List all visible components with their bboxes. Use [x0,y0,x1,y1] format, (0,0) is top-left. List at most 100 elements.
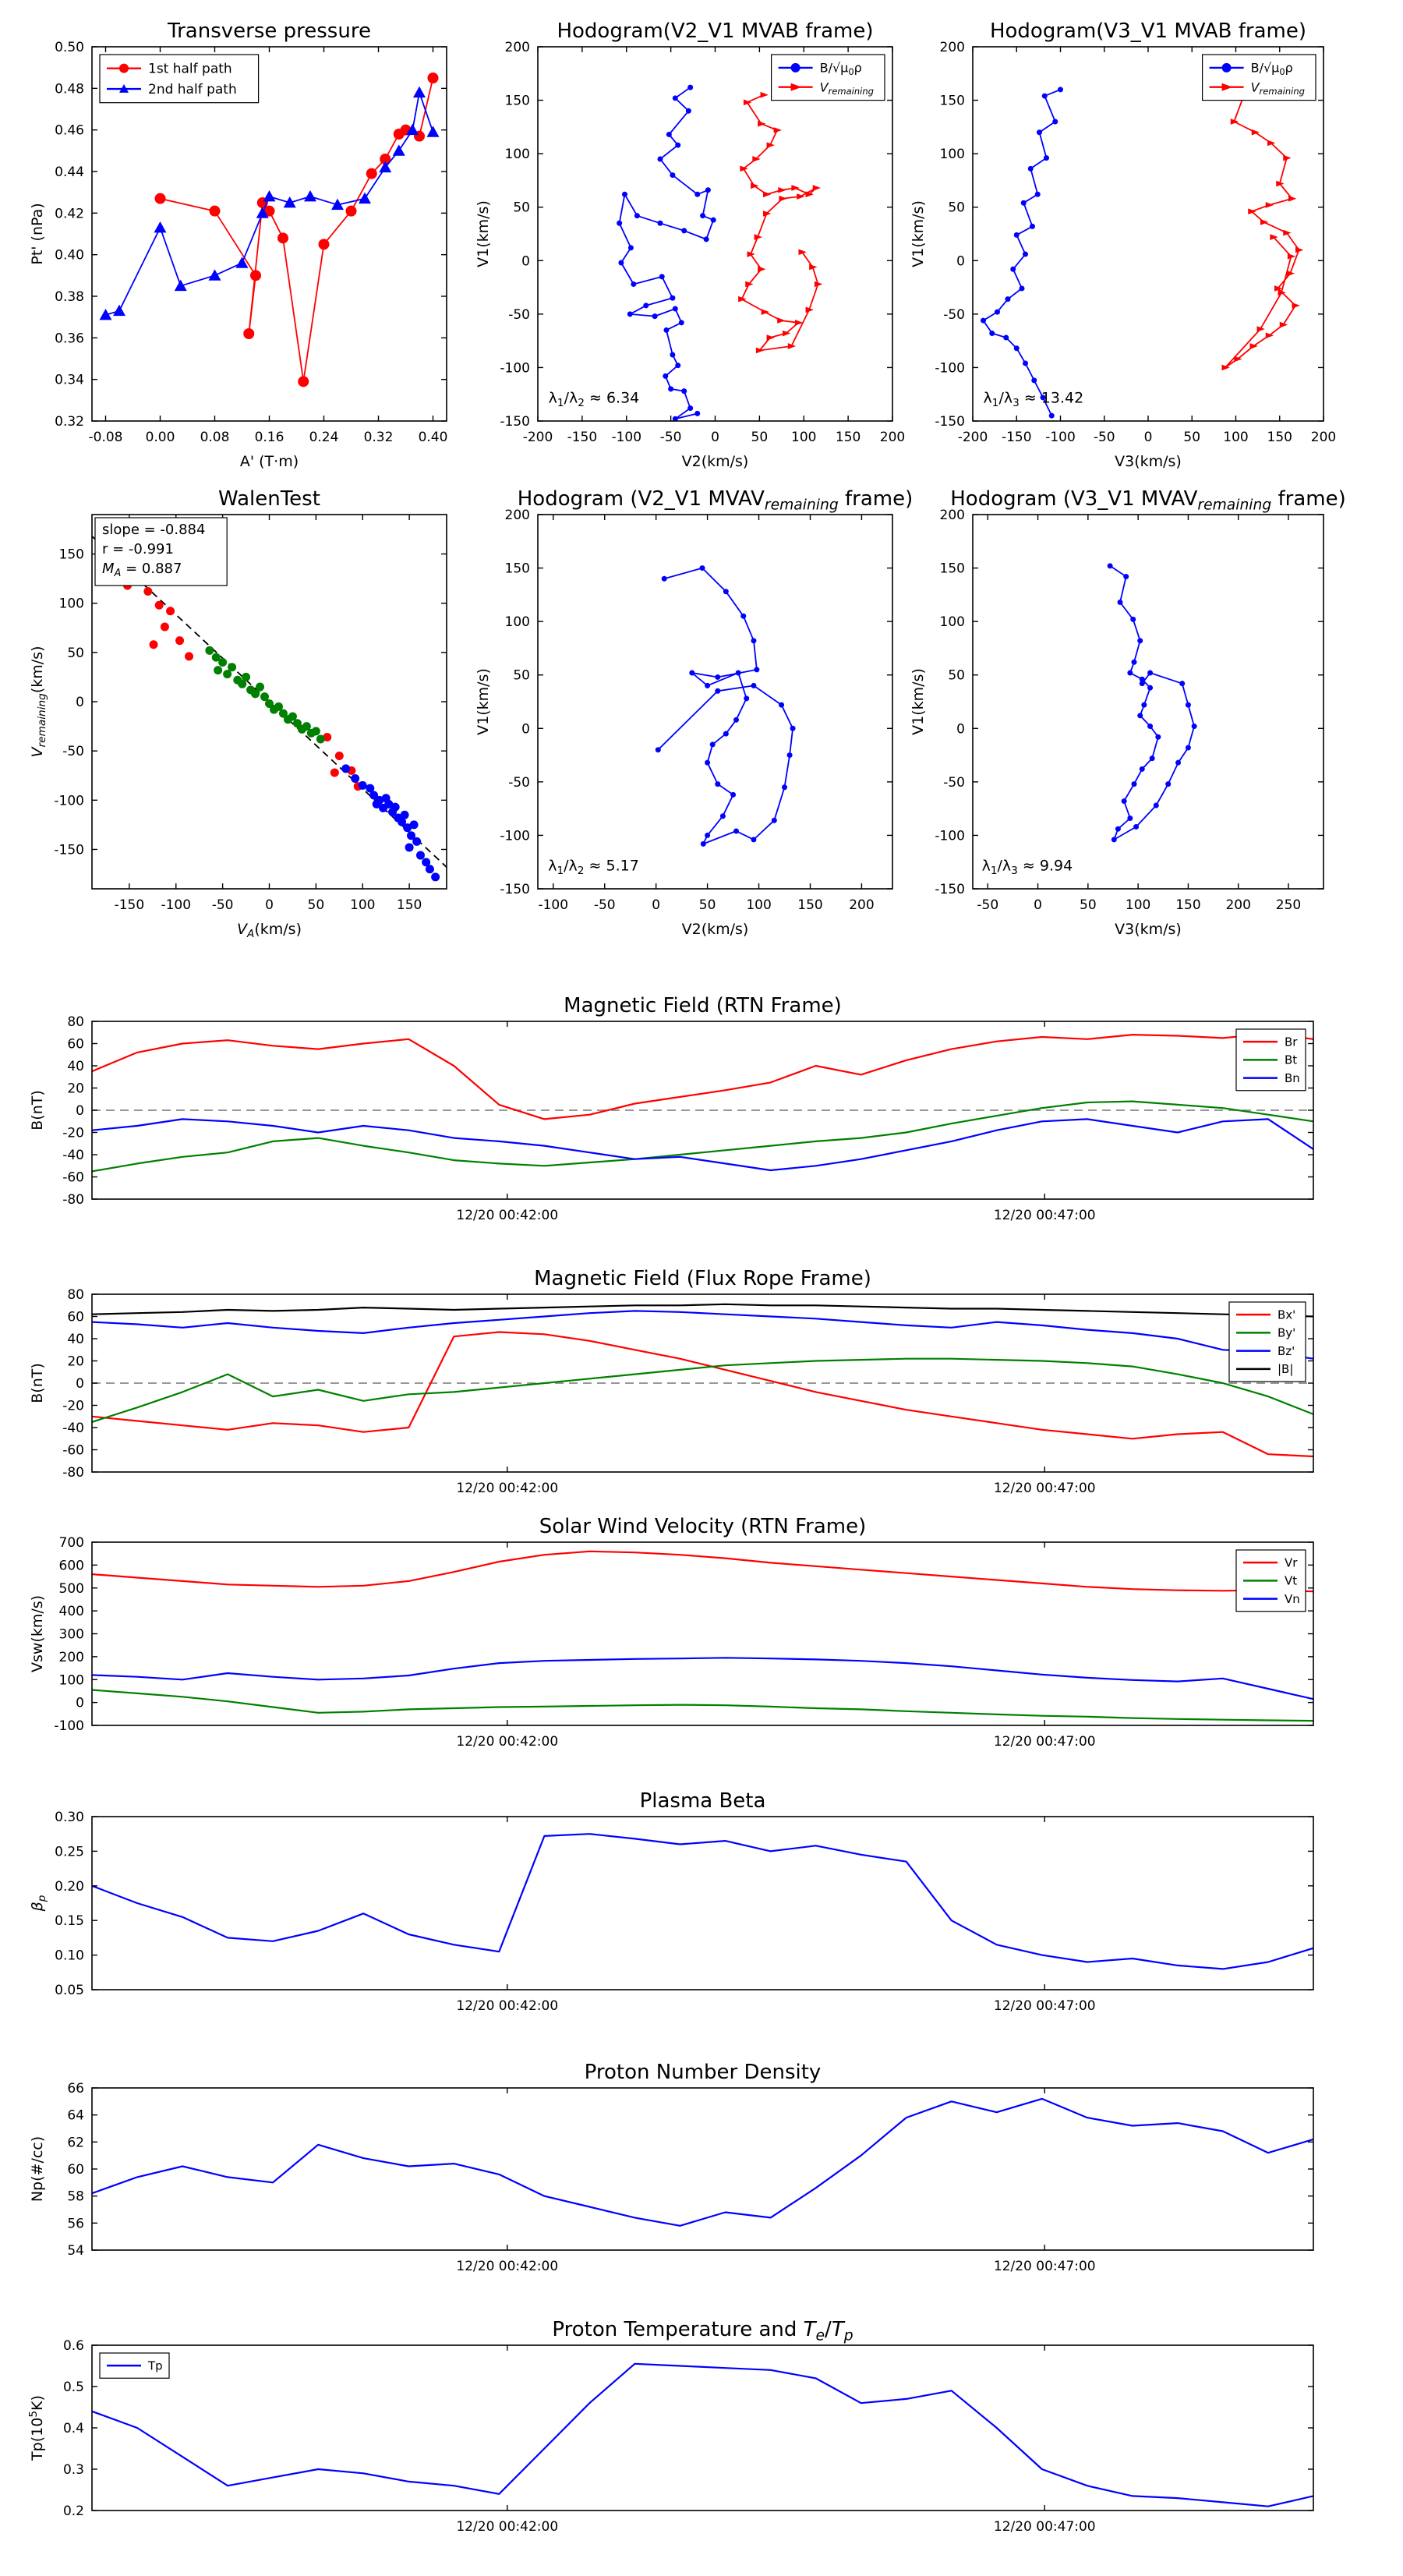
panel-hodogram-v2v1-mvav: -100 -50 0 50 100 150 200 -150 -100 -50 0 50 100 150 2… [475,487,913,938]
hodogram-v3v1-mvab-ticks: -200 -150 -100 -50 0 50 100 150 200-150-100-5005… [935,40,1336,445]
hodogram-v3v1-mvab-xtick-label: 200 [1311,430,1336,445]
hodogram-v2v1-mvab-xtick-label: 200 [880,430,905,445]
hodogram-v3v1-mvab-ytick-label: -50 [943,307,965,323]
hodogram-v2v1-mvav-series-V-path [655,565,796,847]
proton-temperature-title: Proton Temperature and Te/Tp [552,2318,853,2344]
magnetic-field-rtn-ytick-label: -20 [62,1126,84,1141]
hodogram-v2v1-mvab-ytick-label: 0 [521,253,530,269]
magnetic-field-flux-rope-legend: Bx' By' Bz' |B| [1228,1301,1306,1382]
hodogram-v3v1-mvab-xtick-label: -100 [1045,430,1076,445]
walen-test-xtick-label: -150 [115,897,145,913]
magnetic-field-flux-rope-ytick-label: -20 [62,1399,84,1414]
hodogram-v2v1-mvav-title: Hodogram (V2_V1 MVAVremaining frame) [518,487,914,514]
magnetic-field-flux-rope-ticks: 12/20 00:42:00 12/20 00:47:00 -80 -60 -40 -20… [62,1287,1313,1496]
legend-label: 2nd half path [148,82,237,97]
transverse-pressure-ytick-label: 0.40 [55,248,84,264]
magnetic-field-rtn-ytick-label: -40 [62,1148,84,1163]
transverse-pressure-series-2nd-half-path [99,86,440,320]
plasma-beta-ytick-label: 0.15 [55,1913,84,1929]
magnetic-field-flux-rope-ytick-label: 20 [67,1354,84,1370]
magnetic-field-rtn-ytick-label: -80 [62,1192,84,1208]
proton-number-density-title: Proton Number Density [585,2061,822,2084]
panel-hodogram-v3v1-mvab: -200 -150 -100 -50 0 50 100 150 200-150-100-5005… [910,19,1336,470]
magnetic-field-rtn-title: Magnetic Field (RTN Frame) [564,994,842,1017]
magnetic-field-flux-rope-ytick-label: 40 [67,1332,84,1347]
proton-temperature-ytick-label: 0.5 [63,2380,84,2395]
walen-test-xtick-label: 150 [397,897,422,913]
magnetic-field-flux-rope-series-B-magnitude [92,1303,1313,1318]
legend-label: Vn [1285,1592,1300,1606]
plasma-beta-xtick-label: 12/20 00:42:00 [456,1998,558,2014]
legend-label: Br [1285,1035,1298,1049]
magnetic-field-flux-rope-title: Magnetic Field (Flux Rope Frame) [534,1267,871,1290]
proton-number-density-ytick-label: 66 [67,2081,84,2097]
transverse-pressure-ticks: -0.08 0.00 0.08 0.16 0.24 0.32 0.40 0.32 0.34 0.3… [55,40,447,445]
hodogram-v2v1-mvab-ytick-label: 50 [513,200,530,216]
proton-number-density-frame [91,2087,1314,2251]
walen-test-xtick-label: 0 [265,897,274,913]
transverse-pressure-xtick-label: -0.08 [89,430,123,445]
legend-label: |B| [1278,1362,1293,1376]
hodogram-v2v1-mvav-ytick-label: 0 [521,721,530,737]
walen-test-stats-line: r = -0.991 [102,541,174,557]
proton-temperature-xtick-label: 12/20 00:47:00 [994,2519,1096,2535]
hodogram-v2v1-mvab-annotation: λ1/λ2 ≈ 6.34 [549,390,640,409]
hodogram-v3v1-mvab-legend: B/√μ0ρ Vremaining [1201,54,1316,101]
hodogram-v2v1-mvab-xtick-label: 50 [751,430,769,445]
legend-label: Bn [1285,1071,1300,1085]
legend-label: Vremaining [820,80,874,97]
hodogram-v2v1-mvab-xtick-label: -50 [660,430,682,445]
transverse-pressure-xtick-label: 0.24 [309,430,339,445]
hodogram-v3v1-mvab-xtick-label: -50 [1094,430,1115,445]
walen-test-series-last-segment [341,764,440,882]
proton-number-density-ylabel: Np(#/cc) [29,2136,46,2202]
solar-wind-velocity-ticks: 12/20 00:42:00 12/20 00:47:00 -100 0 100 200 3… [54,1535,1313,1750]
plasma-beta-ytick-label: 0.05 [55,1983,84,1998]
plasma-beta-ylabel: βp [29,1895,48,1912]
walen-test-stats-box [94,517,228,586]
magnetic-field-rtn-ticks: 12/20 00:42:00 12/20 00:47:00 -80 -60 -40 -20… [62,1014,1313,1223]
legend-label: Bx' [1278,1307,1295,1322]
hodogram-v2v1-mvab-frame [537,46,893,422]
hodogram-v3v1-mvav-series-V-path [1107,563,1197,843]
walen-test-stats-line: slope = -0.884 [102,522,205,538]
magnetic-field-rtn-ytick-label: 80 [67,1014,84,1030]
magnetic-field-flux-rope-ytick-label: -80 [62,1465,84,1481]
walen-test-ytick-label: 100 [59,596,84,612]
solar-wind-velocity-series-Vt [92,1689,1313,1722]
magnetic-field-flux-rope-ytick-label: -60 [62,1443,84,1459]
proton-temperature-ytick-label: 0.6 [63,2338,84,2354]
hodogram-v2v1-mvab-ytick-label: -150 [500,414,530,430]
hodogram-v3v1-mvab-xtick-label: 150 [1267,430,1292,445]
solar-wind-velocity-series-Vn [92,1657,1313,1700]
hodogram-v2v1-mvav-frame [537,514,893,890]
panel-magnetic-field-rtn: 12/20 00:42:00 12/20 00:47:00 -80 -60 -40 -20… [29,994,1314,1223]
hodogram-v3v1-mvav-title: Hodogram (V3_V1 MVAVremaining frame) [950,487,1346,514]
proton-number-density-ytick-label: 54 [67,2243,84,2259]
legend-label: 1st half path [148,62,232,77]
hodogram-v2v1-mvab-xtick-label: -200 [523,430,553,445]
transverse-pressure-series-1st-half-path [154,73,439,387]
hodogram-v3v1-mvav-ytick-label: 200 [940,508,965,523]
hodogram-v2v1-mvab-ytick-label: 100 [505,147,530,162]
hodogram-v3v1-mvav-ylabel: V1(km/s) [910,668,927,735]
hodogram-v2v1-mvab-ylabel: V1(km/s) [475,200,492,267]
magnetic-field-flux-rope-series-Bz-prime [92,1310,1313,1360]
hodogram-v3v1-mvav-ytick-label: 150 [940,561,965,577]
solar-wind-velocity-title: Solar Wind Velocity (RTN Frame) [539,1515,866,1538]
transverse-pressure-xtick-label: 0.40 [419,430,448,445]
panel-hodogram-v3v1-mvav: -50 0 50 100 150 200 250 -150 -100 -50 0 50 100 150 20… [910,487,1346,938]
walen-test-ytick-label: 50 [67,646,84,661]
hodogram-v3v1-mvav-ytick-label: 100 [940,614,965,630]
hodogram-v2v1-mvav-annotation: λ1/λ2 ≈ 5.17 [548,858,639,877]
legend-label: Bt [1285,1053,1297,1067]
hodogram-v3v1-mvav-xtick-label: 50 [1080,897,1097,913]
hodogram-v2v1-mvav-xtick-label: 150 [797,897,822,913]
panel-plasma-beta: 12/20 00:42:00 12/20 00:47:00 0.05 0.10 0.15… [29,1789,1314,2014]
magnetic-field-rtn-ytick-label: 0 [76,1103,84,1119]
hodogram-v2v1-mvab-xtick-label: 0 [711,430,719,445]
proton-temperature-ytick-label: 0.2 [63,2503,84,2519]
transverse-pressure-xtick-label: 0.08 [200,430,230,445]
plasma-beta-ytick-label: 0.20 [55,1879,84,1895]
